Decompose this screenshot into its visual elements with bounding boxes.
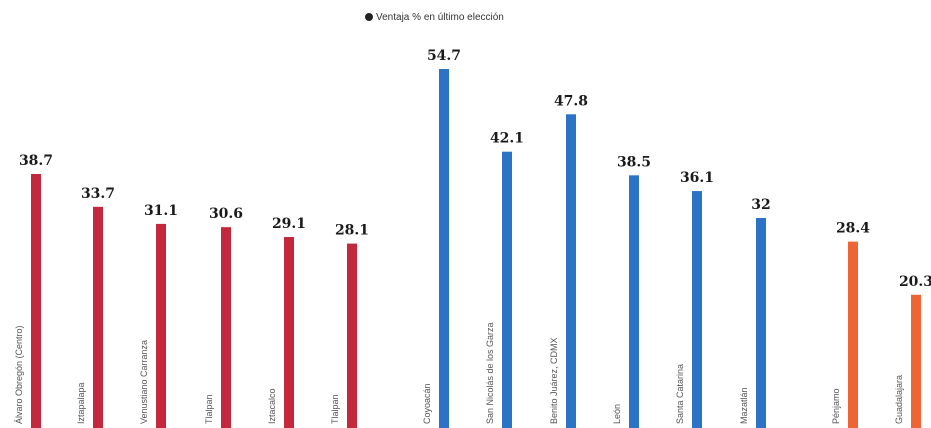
value-label: 47.8 [554, 93, 588, 109]
bar [566, 114, 576, 428]
category-label: Mazatlán [739, 387, 749, 424]
bar [848, 241, 858, 428]
bar [692, 191, 702, 428]
bar [284, 237, 294, 428]
bar [439, 69, 449, 428]
value-label: 33.7 [81, 186, 115, 202]
category-label: Venustiano Carranza [139, 340, 149, 424]
category-label: León [612, 404, 622, 424]
category-label: Pénjamo [831, 388, 841, 424]
value-label: 38.7 [19, 153, 53, 169]
category-label: Tlalpan [204, 394, 214, 424]
value-label: 28.1 [335, 223, 369, 239]
legend: Ventaja % en último elección [365, 12, 504, 23]
value-label: 42.1 [490, 131, 524, 147]
category-label: Guadalajara [894, 375, 904, 424]
legend-dot-icon [365, 13, 373, 21]
bar [756, 217, 766, 428]
category-label: Tlalpan [330, 394, 340, 424]
value-label: 32 [751, 197, 770, 213]
value-label: 38.5 [617, 154, 651, 170]
value-label: 36.1 [680, 170, 714, 186]
value-label: 54.7 [427, 48, 461, 64]
category-label: Álvaro Obregón (Centro) [14, 325, 24, 424]
category-label: Iztacalco [267, 388, 277, 424]
bar [156, 223, 166, 428]
category-label: Iztapalapa [76, 382, 86, 424]
bar [221, 227, 231, 428]
legend-label: Ventaja % en último elección [376, 12, 504, 23]
bar [347, 243, 357, 428]
category-label: Santa Catarina [675, 364, 685, 424]
bar [93, 206, 103, 428]
bar [502, 151, 512, 428]
category-label: San Nicolás de los Garza [485, 322, 495, 424]
bar [911, 294, 921, 428]
value-label: 20.3 [899, 274, 931, 290]
value-label: 28.4 [836, 221, 870, 237]
value-label: 30.6 [209, 206, 243, 222]
category-label: Coyoacán [422, 383, 432, 424]
value-label: 29.1 [272, 216, 306, 232]
bar [629, 175, 639, 428]
category-label: Benito Juárez, CDMX [549, 337, 559, 424]
bar [31, 174, 41, 428]
value-label: 31.1 [144, 203, 178, 219]
